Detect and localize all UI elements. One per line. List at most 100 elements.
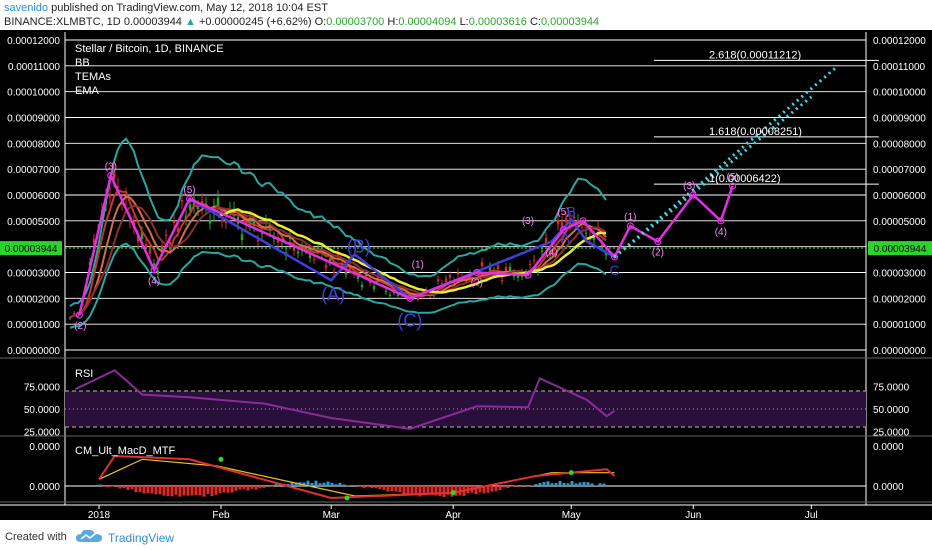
macd-histogram-bar	[418, 486, 422, 497]
macd-histogram-bar	[126, 486, 130, 490]
macd-histogram-bar	[334, 484, 338, 486]
candle-body	[556, 220, 560, 225]
fib-level-label: 1.618(0.00008251)	[709, 126, 802, 138]
macd-histogram-bar	[510, 486, 514, 487]
author-link[interactable]: savenido	[4, 2, 49, 14]
candle-body	[188, 204, 192, 210]
macd-histogram-bar	[190, 486, 194, 496]
month-tick-label: Mar	[323, 510, 341, 520]
elliott-wave-line	[78, 171, 734, 316]
price-tick-left: 0.00003000	[7, 269, 60, 280]
macd-histogram-bar	[594, 485, 598, 486]
price-tick-left: 0.00008000	[7, 139, 60, 150]
close-value: 0.00003944	[540, 16, 600, 28]
last-price-label-left: 0.00003944	[5, 244, 58, 255]
candle-body	[332, 271, 336, 273]
price-tick-left: 0.00001000	[7, 320, 60, 331]
macd-histogram-bar	[602, 483, 606, 486]
macd-histogram-bar	[254, 486, 258, 490]
macd-histogram-bar	[174, 486, 178, 495]
tradingview-cloud-icon[interactable]	[75, 528, 103, 547]
macd-histogram-bar	[482, 486, 486, 494]
macd-histogram-bar	[374, 486, 378, 489]
macd-histogram-bar	[442, 486, 446, 497]
macd-tick-upper-left: 0.0000	[29, 442, 60, 453]
macd-histogram-bar	[166, 486, 170, 497]
month-tick-label: May	[562, 510, 581, 520]
macd-histogram-bar	[270, 486, 274, 487]
wave-label: (2)	[652, 248, 664, 259]
price-tick-right: 0.00001000	[873, 320, 926, 331]
wave-label: (4)	[545, 248, 557, 259]
wave-label: (4)	[715, 227, 727, 238]
open-label: O:	[314, 16, 327, 28]
macd-histogram-bar	[598, 483, 602, 486]
wave-label: (2)	[74, 321, 86, 332]
candle-body	[140, 232, 144, 239]
month-tick-label: Jul	[805, 510, 818, 520]
wave-label: (B)	[347, 236, 371, 256]
rsi-title: RSI	[75, 368, 93, 380]
macd-histogram-bar	[550, 483, 554, 486]
macd-histogram-bar	[318, 483, 322, 486]
bollinger-upper	[69, 137, 607, 308]
macd-histogram-bar	[150, 486, 154, 494]
candle-body	[604, 252, 608, 256]
tradingview-brand[interactable]: TradingView	[108, 531, 175, 545]
macd-histogram-bar	[382, 486, 386, 490]
close-label: C:	[529, 16, 541, 28]
footer: Created with TradingView	[0, 520, 932, 550]
candle-body	[356, 275, 360, 279]
macd-histogram-bar	[170, 486, 174, 497]
macd-histogram-bar	[186, 486, 190, 496]
macd-tick-zero-left: 0.0000	[29, 482, 60, 493]
chart-svg[interactable]: 0.00000000 0.00000000 0.00001000 0.00001000…	[0, 30, 932, 521]
macd-histogram-bar	[330, 482, 334, 486]
macd-histogram-bar	[226, 486, 230, 493]
candle-body	[600, 244, 604, 246]
price-tick-left: 0.00009000	[7, 114, 60, 125]
wave-point-marker	[654, 237, 662, 246]
wave-label: (C)	[397, 310, 422, 330]
low-value: 0.00003616	[468, 16, 527, 28]
chart-area[interactable]: 0.00000000 0.00000000 0.00001000 0.00001000…	[0, 30, 932, 521]
macd-histogram-bar	[154, 486, 158, 495]
rsi-tick-left: 75.0000	[24, 383, 61, 394]
macd-histogram-bar	[358, 486, 362, 487]
indicator-ema: EMA	[75, 85, 100, 97]
macd-histogram-bar	[286, 484, 290, 486]
candle-body	[116, 185, 120, 188]
macd-histogram-bar	[578, 482, 582, 486]
macd-histogram-bar	[422, 486, 426, 496]
candle-body	[544, 237, 548, 244]
macd-histogram-bar	[414, 486, 418, 494]
symbol-label: BINANCE:XLMBTC, 1D	[4, 16, 121, 28]
candle-body	[492, 270, 496, 273]
price-tick-left: 0.00011000	[8, 62, 61, 73]
candle-body	[540, 250, 544, 252]
macd-histogram-bar	[534, 484, 538, 486]
candle-body	[528, 264, 532, 266]
macd-histogram-bar	[410, 486, 414, 496]
candle-body	[376, 276, 380, 280]
candle-body	[560, 222, 564, 230]
candle-body	[148, 249, 152, 254]
price-tick-right: 0.00010000	[873, 88, 926, 99]
macd-histogram-bar	[386, 486, 390, 492]
wave-point-marker	[729, 182, 737, 190]
macd-histogram-bar	[498, 486, 502, 490]
rsi-tick-right: 75.0000	[873, 383, 910, 394]
macd-histogram-bar	[518, 486, 522, 488]
wave-point-marker	[610, 253, 619, 261]
price-tick-right: 0.00003000	[873, 269, 926, 280]
decor	[65, 59, 879, 497]
macd-histogram-bar	[198, 486, 202, 496]
candle-body	[128, 220, 132, 223]
macd-histogram-bar	[554, 483, 558, 486]
candle-body	[240, 234, 244, 241]
ema-line	[217, 208, 607, 294]
macd-histogram-bar	[178, 486, 182, 497]
abc-correction-line	[188, 197, 616, 300]
macd-histogram-bar	[538, 482, 542, 486]
macd-histogram-bar	[590, 483, 594, 486]
